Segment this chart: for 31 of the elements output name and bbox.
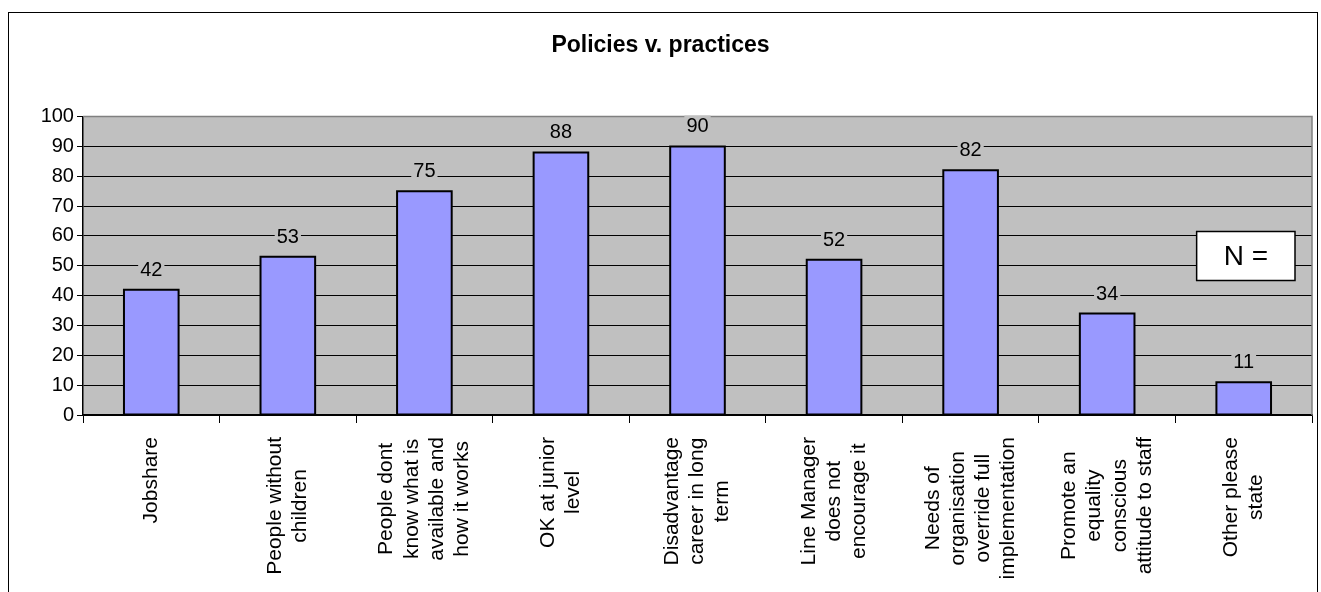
data-label: 34	[1096, 281, 1119, 304]
x-tick-label: Promote an equality conscious attitude to staff	[1056, 436, 1155, 575]
x-tick-label: People dont know what is available and how it works	[373, 437, 472, 561]
y-tick-label: 90	[51, 133, 74, 156]
data-label: 88	[549, 120, 573, 143]
x-tick-label: Other please state	[1217, 436, 1267, 558]
y-tick-label: 80	[51, 163, 74, 186]
x-tick-label: Needs of organisation override full implementation	[919, 437, 1019, 580]
y-tick-label: 30	[51, 313, 74, 335]
y-tick-label: 100	[40, 104, 74, 127]
data-label: 82	[959, 138, 982, 161]
y-tick-label: 10	[51, 372, 74, 395]
data-label: 11	[1233, 350, 1255, 373]
y-tick-label: 20	[51, 342, 74, 365]
data-label: 90	[686, 114, 709, 137]
data-label: 42	[140, 257, 163, 280]
y-tick-label: 0	[62, 402, 74, 425]
chart-title: Policies v. practices	[551, 31, 770, 58]
x-tick-label: People without children	[262, 436, 311, 575]
x-tick-label: OK at junior level	[535, 437, 584, 548]
y-tick-label: 40	[51, 283, 74, 306]
data-label: 53	[276, 224, 299, 247]
data-label: 52	[822, 227, 846, 250]
annotation: N =	[1223, 239, 1268, 271]
x-tick-label: Line Manager does not encourage it	[795, 436, 870, 566]
data-label: 75	[413, 159, 436, 182]
y-tick-label: 70	[51, 193, 74, 216]
x-tick-label: Jobshare	[138, 437, 162, 524]
y-tick-label: 60	[51, 223, 74, 246]
y-tick-label: 50	[51, 253, 74, 276]
x-tick-label: Disadvantage career in long term	[659, 437, 733, 566]
